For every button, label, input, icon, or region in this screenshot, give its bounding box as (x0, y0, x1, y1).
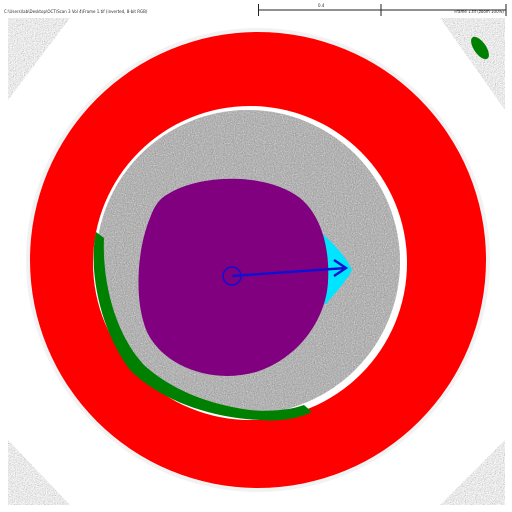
image-info-right: Frame 1.tif (zoom 100%) (454, 9, 504, 14)
green-region[interactable] (93, 232, 312, 421)
direction-arrow-icon[interactable] (222, 259, 349, 286)
image-info-left: C:\Users\lab\Desktop\OCT\Scan 3 Vol 4\Fr… (4, 9, 148, 14)
corner-texture-tr (440, 18, 505, 110)
scale-bar (258, 4, 507, 16)
inner-core-region[interactable] (138, 178, 329, 376)
green-blob[interactable] (468, 34, 493, 62)
corner-texture-bl (8, 440, 70, 505)
corner-texture-br (440, 440, 505, 505)
scale-label: 0.4 (318, 3, 325, 8)
corner-texture-tl (8, 18, 70, 100)
